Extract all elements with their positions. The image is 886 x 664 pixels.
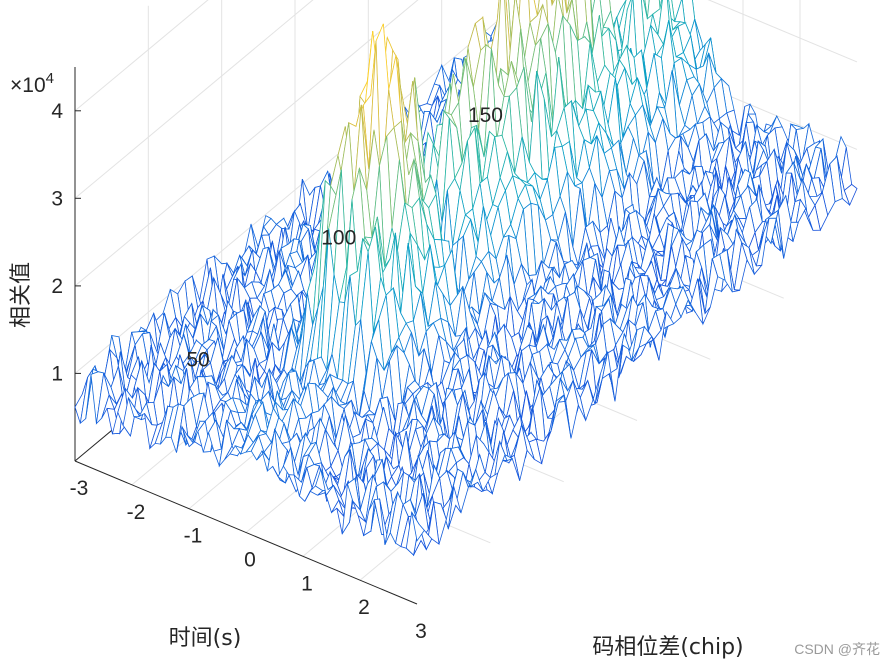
exponent-power: 4: [46, 70, 54, 87]
exponent-label: ×104: [10, 70, 54, 97]
z-tick-label-0: 1: [51, 362, 63, 385]
x-tick-label-0: -3: [70, 477, 89, 500]
x-tick-label-2: -1: [184, 525, 203, 548]
y-tick-label-1: 100: [321, 226, 356, 249]
surface-mesh: [74, 0, 858, 557]
x-axis-line: [74, 460, 418, 605]
z-tick-label-3: 4: [51, 100, 63, 123]
z-axis-label: 相关值: [9, 262, 34, 328]
y-tick-label-2: 150: [468, 104, 503, 127]
x-tick-label-1: -2: [127, 501, 146, 524]
x-axis-label: 码相位差(chip): [592, 635, 743, 660]
tick-labels: 1 2 3 4 50 100 150 -3 -2 -1 0 1 2 3: [51, 100, 503, 643]
y-axis-label: 时间(s): [169, 626, 242, 651]
y-tick-label-0: 50: [186, 349, 209, 372]
x-tick-label-5: 2: [358, 596, 370, 619]
x-tick-label-6: 3: [415, 620, 427, 643]
z-tick-label-2: 3: [51, 187, 63, 210]
watermark: CSDN @齐花: [794, 641, 880, 657]
x-tick-label-4: 1: [301, 572, 313, 595]
mesh-cell-3839: [411, 511, 425, 542]
x-tick-label-3: 0: [244, 549, 256, 572]
z-tick-label-1: 2: [51, 275, 63, 298]
